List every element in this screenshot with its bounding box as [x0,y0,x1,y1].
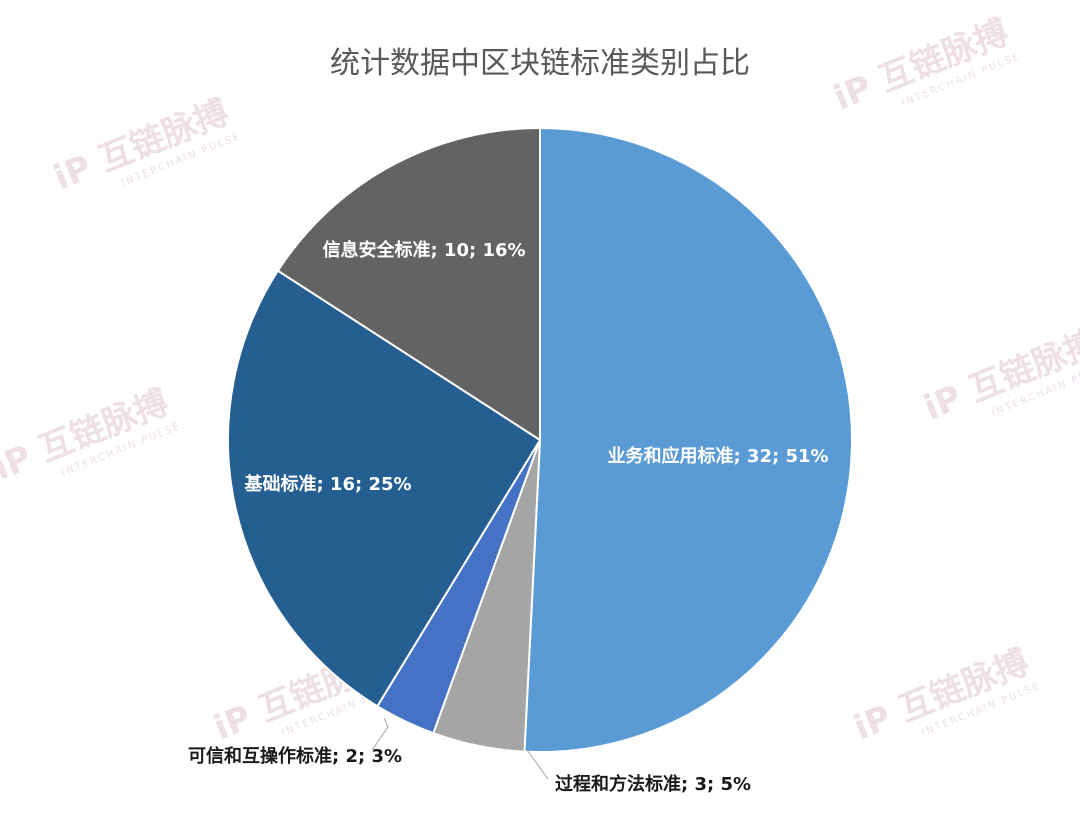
leader-lines [371,717,549,780]
pie-slice [276,126,541,442]
chart-title: 统计数据中区块链标准类别占比 [330,46,750,81]
data-label: 业务和应用标准; 32; 51% [607,445,828,467]
data-label: 信息安全标准; 10; 16% [322,239,525,261]
data-label: 基础标准; 16; 25% [243,473,411,495]
pie-slices [227,126,853,753]
data-label: 可信和互操作标准; 2; 3% [188,745,402,767]
pie-slice [227,269,542,708]
leader-line [526,749,549,780]
data-labels: 业务和应用标准; 32; 51% 过程和方法标准; 3; 5% 可信和互操作标准; … [188,239,829,795]
pie-slice [523,126,853,753]
data-label: 过程和方法标准; 3; 5% [555,773,751,795]
leader-line [371,717,389,751]
